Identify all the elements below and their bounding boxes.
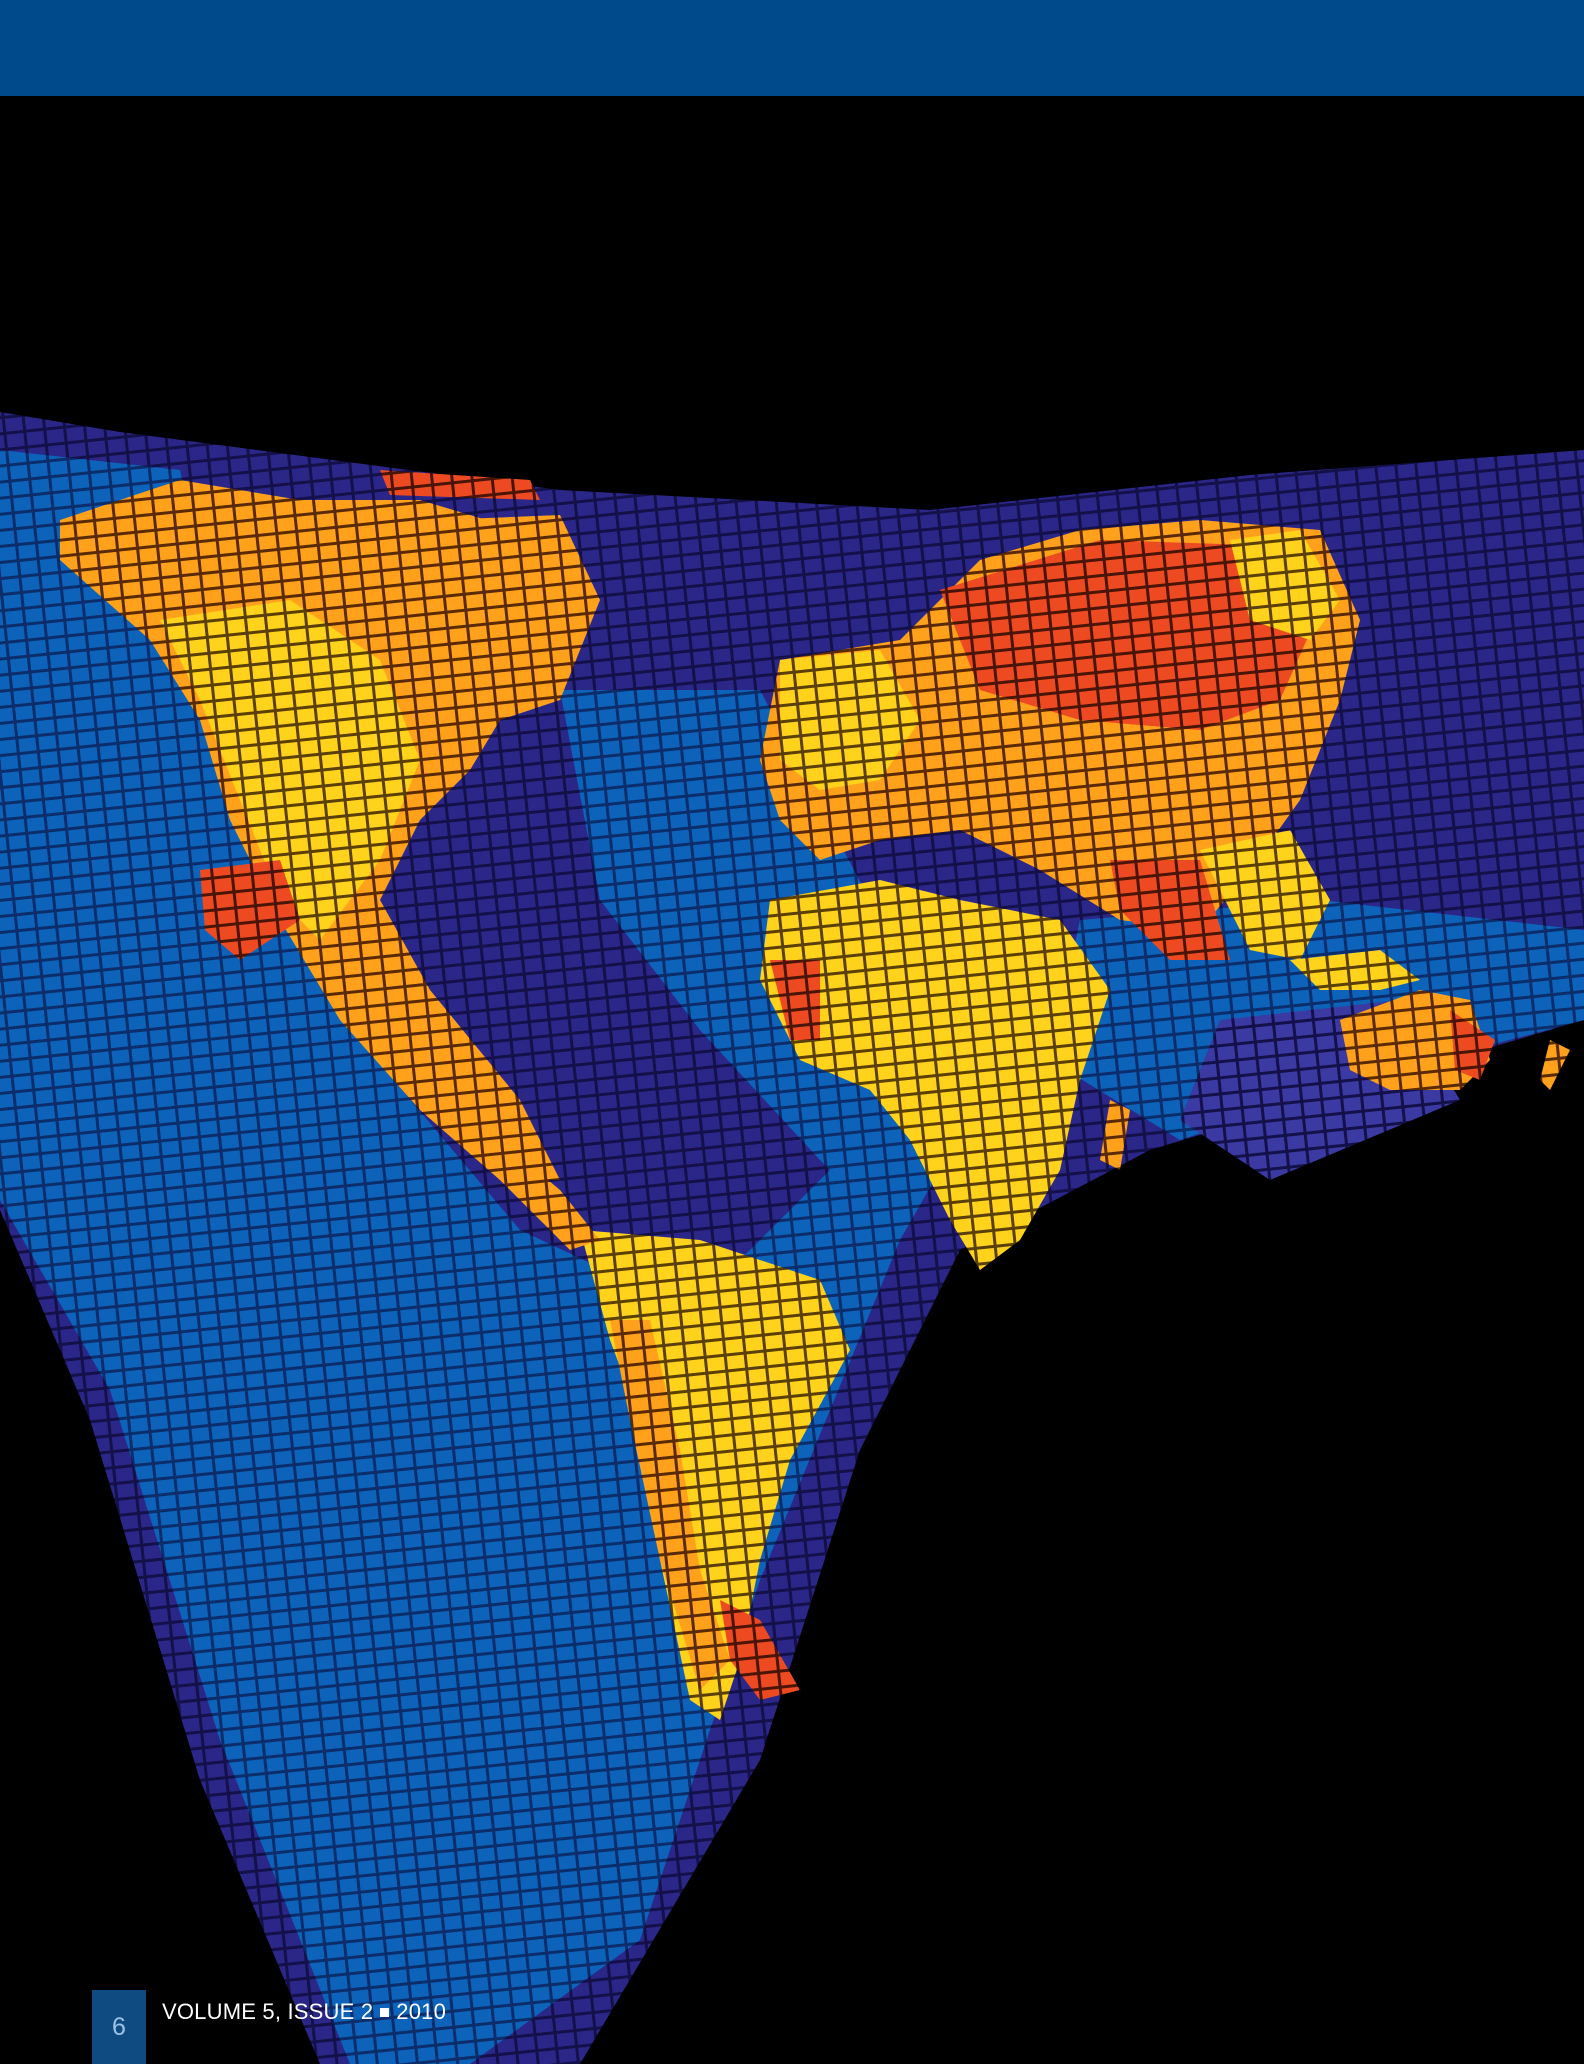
land-russia	[940, 540, 1320, 730]
ocean-region-left	[0, 450, 900, 2064]
land-africa	[760, 880, 1110, 1270]
land-south-america-west	[610, 1320, 730, 1690]
land-arctic-top	[380, 470, 540, 500]
land-new-zealand	[1540, 1040, 1570, 1090]
land-north-america-west-coast	[200, 860, 300, 960]
land-siberia-east	[1230, 530, 1340, 640]
publication-volume-issue: VOLUME 5, ISSUE 2	[162, 1999, 374, 2024]
land-australia-east	[1450, 1010, 1495, 1080]
page-number: 6	[112, 2012, 126, 2041]
folio-line: VOLUME 5, ISSUE 2 2010	[162, 1999, 446, 2025]
land-greenland	[440, 515, 600, 700]
land-north-america-interior	[160, 600, 420, 940]
land-south-america-tip	[720, 1600, 800, 1700]
folio-separator-icon	[380, 2007, 390, 2017]
land-indonesia	[1290, 950, 1420, 990]
land-west-africa	[770, 960, 820, 1040]
page-number-box: 6	[92, 1990, 146, 2064]
land-madagascar	[1100, 1100, 1130, 1170]
land-europe	[780, 650, 920, 790]
publication-year: 2010	[396, 1999, 447, 2024]
land-south-asia	[1110, 860, 1230, 960]
land-central-america	[490, 1140, 600, 1250]
land-southeast-asia	[1200, 830, 1330, 960]
header-color-band	[0, 0, 1584, 96]
